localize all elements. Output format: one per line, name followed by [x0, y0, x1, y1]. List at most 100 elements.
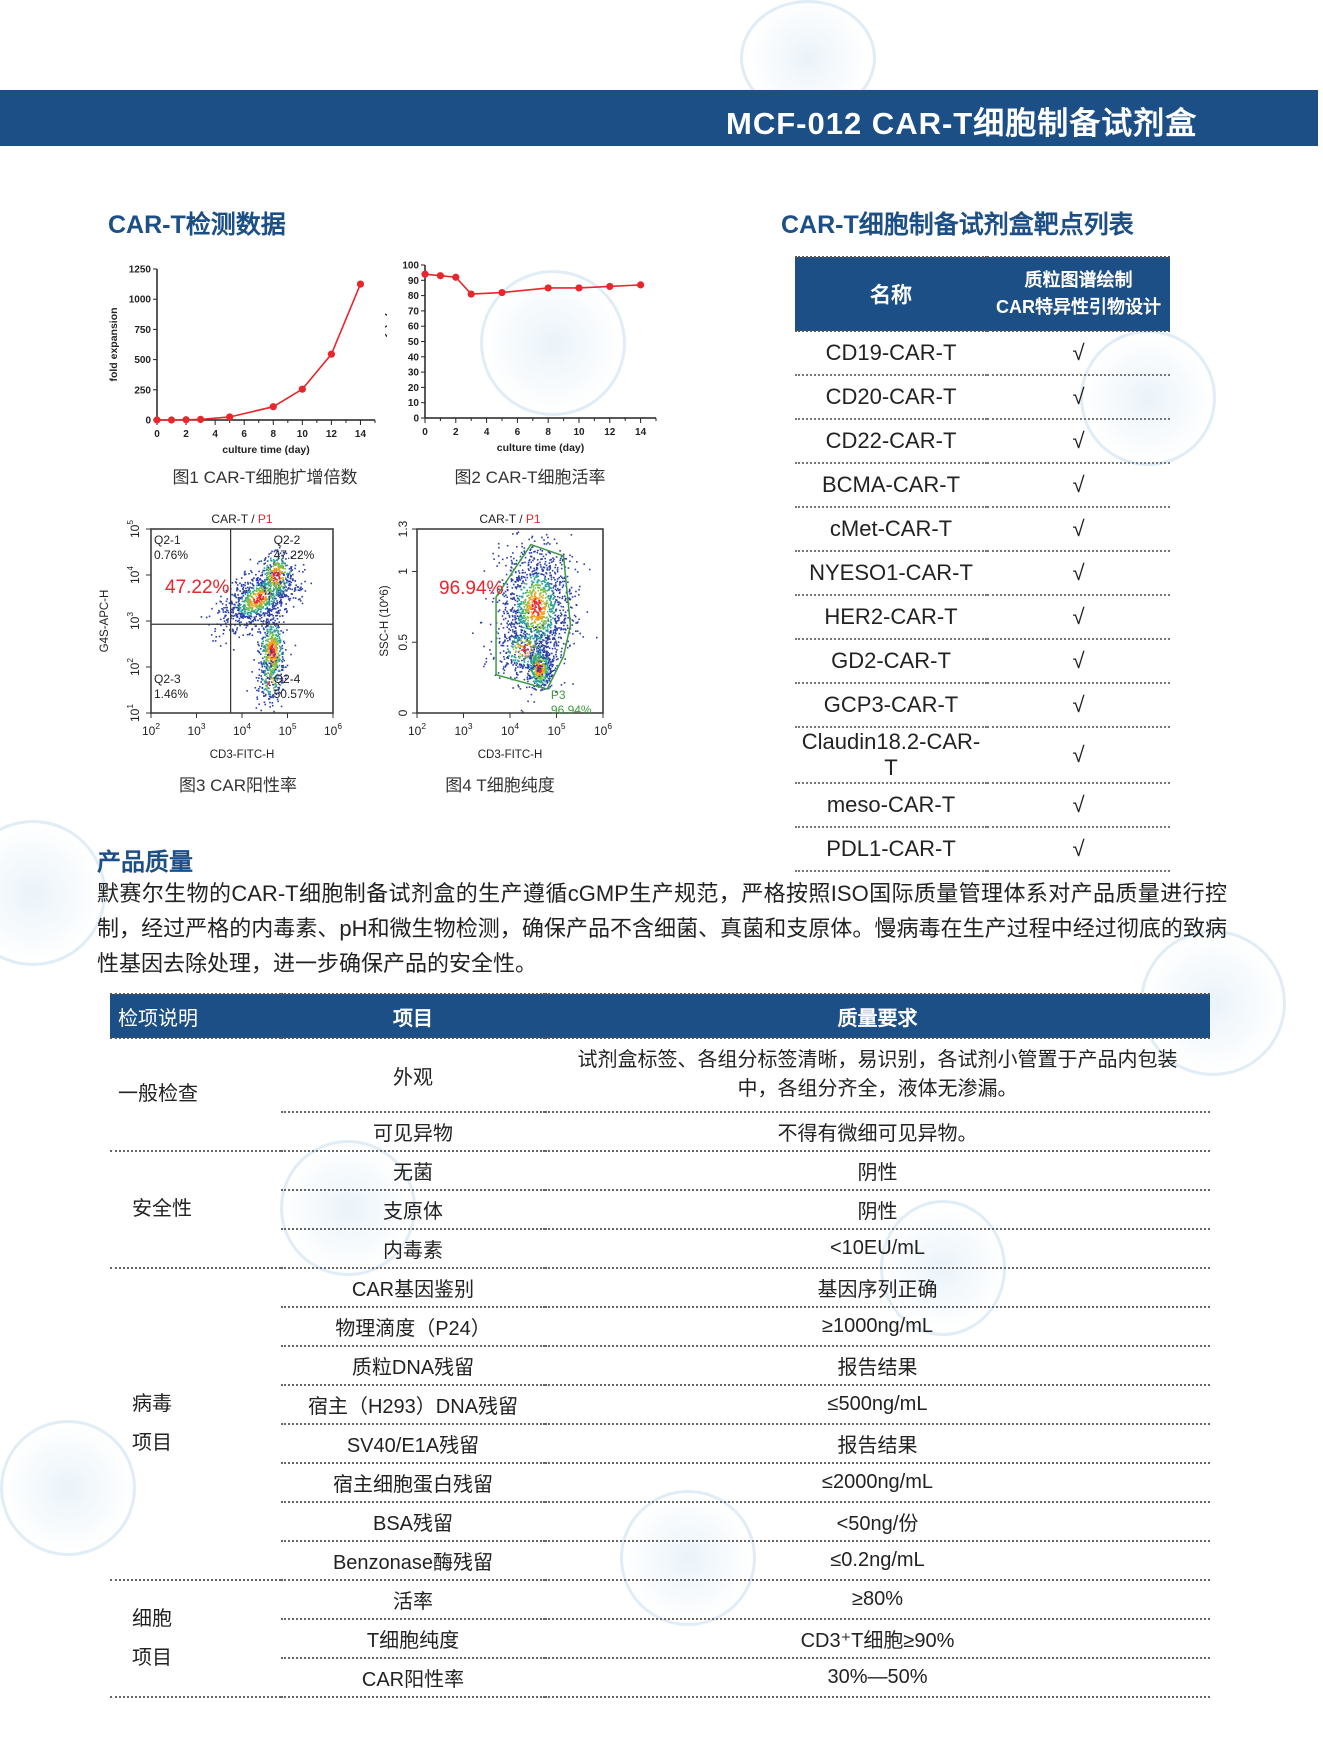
y-tick-label: 90 [408, 276, 420, 287]
event-dot [272, 696, 275, 699]
event-dot [546, 642, 549, 644]
event-dot [527, 619, 529, 622]
event-dot [530, 676, 532, 679]
event-dot [524, 650, 527, 653]
event-dot [272, 601, 275, 603]
check-mark-icon: √ [987, 639, 1170, 684]
event-dot [285, 552, 288, 555]
event-dot [538, 649, 541, 652]
event-dot [543, 539, 545, 541]
event-dot [536, 651, 539, 653]
event-dot [548, 589, 550, 591]
event-dot [534, 636, 536, 639]
event-dot [237, 588, 239, 591]
y-tick-label: 10 [408, 398, 420, 409]
event-dot [536, 666, 539, 668]
event-dot [285, 603, 288, 605]
event-dot [506, 596, 508, 598]
data-point [269, 403, 277, 411]
event-dot [519, 688, 522, 690]
event-dot [507, 631, 510, 634]
event-dot [533, 620, 536, 622]
event-dot [260, 585, 263, 588]
event-dot [264, 573, 266, 575]
event-dot [556, 615, 559, 618]
event-dot [274, 644, 277, 647]
event-dot [535, 689, 537, 691]
event-dot [498, 677, 501, 679]
event-dot [271, 641, 274, 643]
event-dot [529, 549, 532, 552]
event-dot [538, 579, 541, 582]
event-dot [548, 653, 551, 655]
event-dot [247, 604, 250, 607]
event-dot [262, 607, 264, 609]
event-dot [241, 597, 243, 600]
event-dot [255, 600, 258, 602]
event-dot [277, 606, 279, 609]
quality-row: 安全性 无菌 阴性 [110, 1151, 1210, 1269]
event-dot [280, 581, 283, 584]
event-dot [273, 629, 276, 631]
quadrant-name: Q2-1 [154, 533, 181, 547]
y-tick-label: 1250 [129, 265, 152, 276]
event-dot [548, 666, 551, 668]
event-dot [259, 630, 261, 633]
event-dot [536, 680, 539, 682]
event-dot [544, 575, 547, 578]
event-dot [258, 677, 260, 679]
event-dot [267, 573, 269, 575]
event-dot [540, 620, 543, 623]
event-dot [548, 625, 551, 628]
event-dot [265, 693, 267, 696]
event-dot [225, 609, 228, 611]
event-dot [276, 679, 279, 681]
event-dot [536, 683, 538, 685]
event-dot [520, 642, 523, 644]
event-dot [545, 630, 548, 632]
event-dot [283, 581, 285, 583]
event-dot [226, 609, 229, 612]
event-dot [270, 628, 273, 631]
event-dot [545, 601, 548, 603]
event-dot [518, 616, 520, 618]
event-dot [241, 615, 243, 618]
event-dot [275, 654, 277, 657]
event-dot [513, 661, 516, 663]
event-dot [547, 595, 550, 597]
event-dot [272, 617, 275, 619]
event-dot [232, 615, 235, 617]
check-mark-icon: √ [987, 551, 1170, 596]
event-dot [539, 680, 542, 683]
event-dot [269, 674, 272, 676]
event-dot [252, 618, 255, 621]
quadrant-name: Q2-3 [154, 672, 181, 686]
quality-requirement: 报告结果 [545, 1346, 1210, 1386]
event-dot [572, 683, 574, 685]
event-dot [222, 632, 225, 635]
event-dot [247, 583, 249, 585]
event-dot [514, 599, 517, 602]
event-dot [537, 613, 540, 616]
event-dot [537, 658, 540, 660]
event-dot [543, 566, 546, 569]
event-dot [259, 603, 262, 606]
event-dot [545, 661, 547, 664]
event-dot [541, 582, 544, 585]
event-dot [261, 671, 264, 673]
event-dot [523, 582, 526, 585]
event-dot [223, 620, 226, 622]
gate-name: P3 [551, 688, 566, 702]
event-dot [271, 631, 274, 634]
event-dot [526, 666, 529, 669]
event-dot [530, 654, 532, 656]
event-dot [540, 660, 542, 663]
event-dot [545, 571, 547, 574]
event-dot [523, 678, 526, 681]
event-dot [546, 596, 549, 598]
event-dot [530, 594, 533, 596]
y-tick-label: 101 [125, 704, 142, 722]
event-dot [541, 536, 543, 539]
event-dot [294, 580, 296, 582]
event-dot [542, 654, 544, 656]
